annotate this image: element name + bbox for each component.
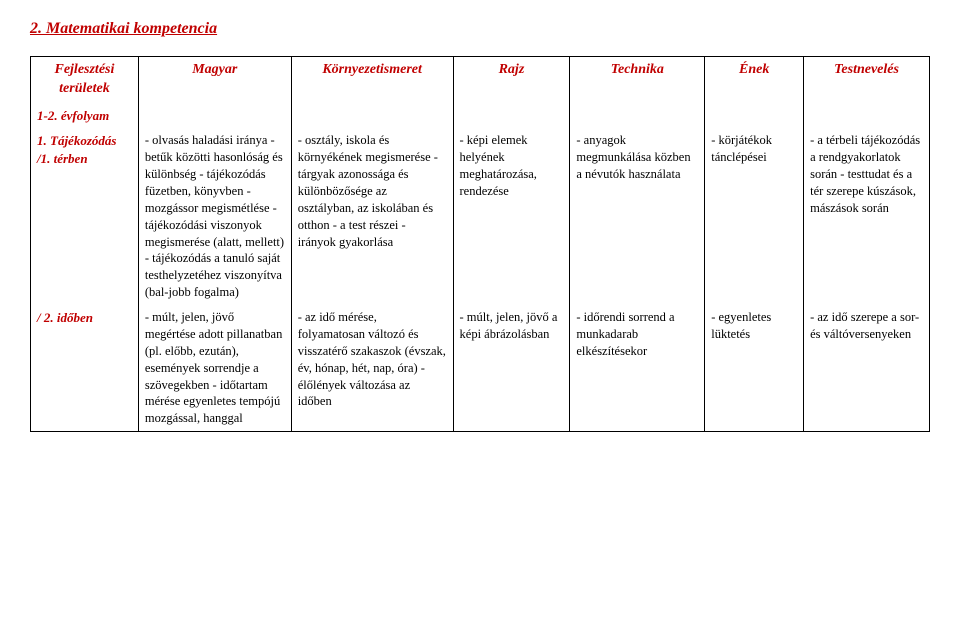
grade-label: 1-2. évfolyam — [31, 103, 139, 129]
cell-technika: - időrendi sorrend a munkadarab elkészít… — [570, 305, 705, 432]
cell-testneveles: - a térbeli tájékozódás a rendgyakorlato… — [804, 128, 930, 305]
empty-cell — [804, 103, 930, 129]
empty-cell — [705, 103, 804, 129]
col-header: Környezetismeret — [291, 57, 453, 103]
col-header: Rajz — [453, 57, 570, 103]
col-header: Fejlesztési területek — [31, 57, 139, 103]
cell-technika: - anyagok megmunkálása közben a névutók … — [570, 128, 705, 305]
competence-table: Fejlesztési területek Magyar Környezetis… — [30, 56, 930, 432]
page-title: 2. Matematikai kompetencia — [30, 20, 930, 38]
table-header-row: Fejlesztési területek Magyar Környezetis… — [31, 57, 930, 103]
empty-cell — [453, 103, 570, 129]
col-header: Magyar — [138, 57, 291, 103]
cell-rajz: - múlt, jelen, jövő a képi ábrázolásban — [453, 305, 570, 432]
table-row: 1. Tájékozódás /1. térben - olvasás hala… — [31, 128, 930, 305]
empty-cell — [291, 103, 453, 129]
col-header: Ének — [705, 57, 804, 103]
col-header: Technika — [570, 57, 705, 103]
cell-magyar: - olvasás haladási iránya - betűk között… — [138, 128, 291, 305]
row-label: / 2. időben — [31, 305, 139, 432]
cell-rajz: - képi elemek helyének meghatározása, re… — [453, 128, 570, 305]
cell-testneveles: - az idő szerepe a sor- és váltóversenye… — [804, 305, 930, 432]
cell-magyar: - múlt, jelen, jövő megértése adott pill… — [138, 305, 291, 432]
cell-kornyezet: - az idő mérése, folyamatosan változó és… — [291, 305, 453, 432]
table-row: / 2. időben - múlt, jelen, jövő megértés… — [31, 305, 930, 432]
grade-row: 1-2. évfolyam — [31, 103, 930, 129]
empty-cell — [570, 103, 705, 129]
cell-kornyezet: - osztály, iskola és környékének megisme… — [291, 128, 453, 305]
empty-cell — [138, 103, 291, 129]
cell-enek: - körjátékok tánclépései — [705, 128, 804, 305]
col-header: Testnevelés — [804, 57, 930, 103]
cell-enek: - egyenletes lüktetés — [705, 305, 804, 432]
row-label: 1. Tájékozódás /1. térben — [31, 128, 139, 305]
